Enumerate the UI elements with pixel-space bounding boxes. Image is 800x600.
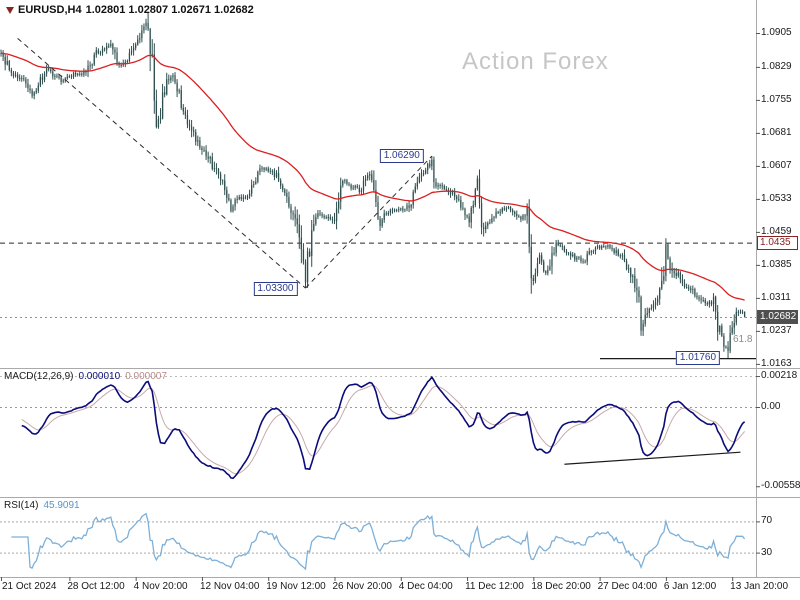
price-axis-label: 1.0459 xyxy=(761,225,792,237)
time-axis-label: 28 Oct 12:00 xyxy=(67,581,125,592)
macd-label-name: MACD(12,26,9) xyxy=(4,371,74,382)
time-axis-label: 6 Jan 12:00 xyxy=(663,581,717,592)
rsi-axis-label: 30 xyxy=(761,546,773,558)
time-axis-label: 19 Nov 12:00 xyxy=(266,581,326,592)
current-price-badge: 1.02682 xyxy=(757,309,798,324)
macd-value-main: 0.000010 xyxy=(78,371,121,382)
time-axis-label: 27 Dec 04:00 xyxy=(597,581,658,592)
price-axis-label: 1.0311 xyxy=(761,291,791,303)
annotation-swing-high[interactable]: 1.06290 xyxy=(379,149,424,164)
chart-title: EURUSD,H4 1.02801 1.02807 1.02671 1.0268… xyxy=(6,4,254,16)
price-axis-label: 1.0607 xyxy=(761,159,792,171)
annotation-swing-low[interactable]: 1.03300 xyxy=(253,282,298,297)
macd-axis-label: 0.00 xyxy=(761,401,781,412)
macd-value-signal: 0.000007 xyxy=(125,371,167,382)
symbol-ohlc-text: 1.02801 1.02807 1.02671 1.02682 xyxy=(85,4,254,16)
time-axis-label: 4 Nov 20:00 xyxy=(133,581,188,592)
macd-indicator-label: MACD(12,26,9) 0.000010 0.000007 xyxy=(4,371,167,382)
rsi-axis-label: 70 xyxy=(761,515,773,527)
time-axis-label: 11 Dec 12:00 xyxy=(465,581,524,592)
price-axis-label: 1.0237 xyxy=(761,324,792,336)
price-axis-label: 1.0905 xyxy=(761,27,792,38)
watermark-text: Action Forex xyxy=(462,48,609,75)
macd-axis-label: -0.00558 xyxy=(761,480,800,492)
annotation-support[interactable]: 1.01760 xyxy=(675,351,721,366)
price-axis-label: 1.0533 xyxy=(761,192,792,204)
time-axis-label: 21 Oct 2024 xyxy=(2,581,57,592)
price-axis-label: 1.0829 xyxy=(761,60,792,72)
time-axis-label: 13 Jan 20:00 xyxy=(730,581,788,592)
time-axis-label: 18 Dec 20:00 xyxy=(531,581,591,592)
rsi-value: 45.9091 xyxy=(43,500,80,511)
rsi-label-name: RSI(14) xyxy=(4,500,39,511)
price-axis-label: 1.0163 xyxy=(761,357,792,369)
rsi-indicator-label: RSI(14) 45.9091 xyxy=(4,500,80,511)
time-axis-label: 4 Dec 04:00 xyxy=(398,581,453,592)
time-axis-label: 26 Nov 20:00 xyxy=(332,581,393,592)
macd-axis-label: 0.00218 xyxy=(761,370,798,382)
resistance-price-badge: 1.0435 xyxy=(757,235,798,250)
symbol-title-text: EURUSD,H4 xyxy=(18,4,82,16)
price-axis-label: 1.0385 xyxy=(761,258,792,270)
time-axis-label: 12 Nov 04:00 xyxy=(199,581,260,592)
fib-level-label: 61.8 xyxy=(733,334,753,345)
symbol-marker-icon xyxy=(6,6,14,14)
price-axis-label: 1.0681 xyxy=(761,126,792,138)
price-axis-label: 1.0755 xyxy=(761,93,792,105)
